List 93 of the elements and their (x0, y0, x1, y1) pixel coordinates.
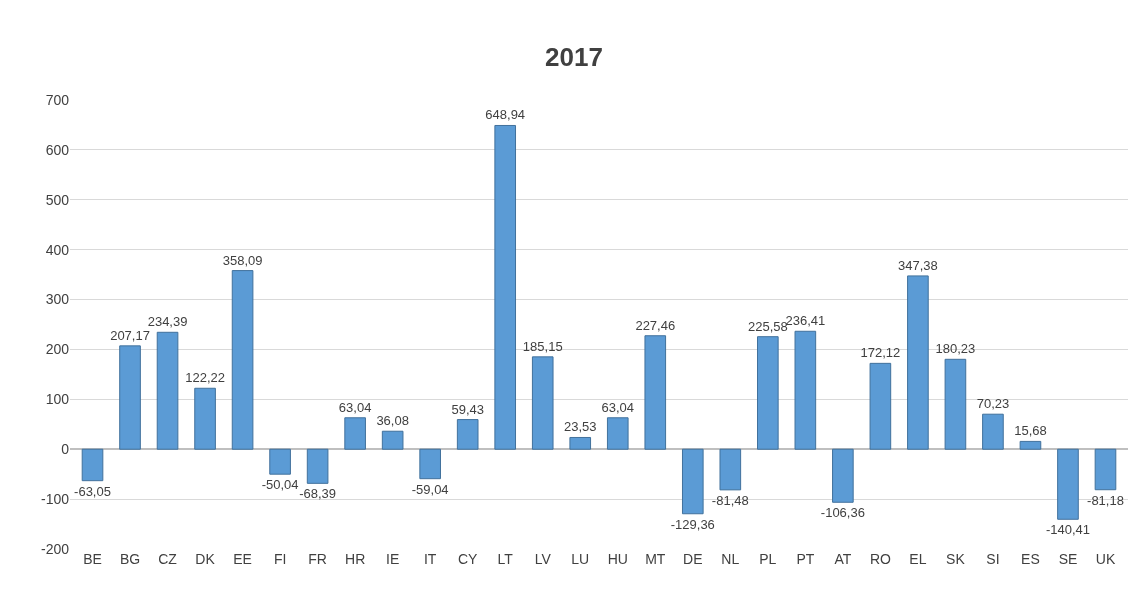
x-tick-label: IE (386, 551, 400, 567)
bar (1019, 440, 1042, 450)
bar (381, 430, 404, 450)
data-label: 185,15 (522, 338, 563, 354)
bar (81, 448, 104, 482)
data-label: -140,41 (1045, 522, 1091, 538)
x-tick-label: FR (308, 551, 327, 567)
bar (907, 275, 929, 450)
data-label: -59,04 (411, 481, 449, 497)
x-tick-label: HU (607, 551, 628, 567)
bar (944, 358, 967, 450)
y-tick-label: 700 (45, 91, 70, 108)
bar (494, 124, 517, 450)
x-tick-label: EL (909, 551, 927, 567)
data-label: 59,43 (451, 401, 484, 417)
bar (982, 413, 1004, 450)
data-label: 234,39 (147, 314, 188, 330)
data-label: 347,38 (898, 257, 938, 273)
bar (1094, 448, 1117, 491)
x-tick-label: DK (195, 551, 216, 567)
bar (344, 417, 366, 450)
bar (269, 448, 291, 475)
bar (869, 362, 892, 450)
data-label: 358,09 (222, 252, 263, 268)
x-tick-label: PL (759, 551, 777, 567)
data-label: 207,17 (110, 327, 150, 343)
y-tick-label: 300 (45, 291, 70, 308)
x-tick-label: DE (683, 551, 703, 567)
x-tick-label: LU (571, 551, 590, 567)
data-label: 172,12 (860, 345, 901, 361)
data-label: -50,04 (261, 477, 299, 493)
bar (719, 448, 742, 491)
x-tick-label: BE (83, 551, 102, 567)
x-tick-label: FI (273, 551, 287, 567)
data-label: 15,68 (1014, 423, 1047, 439)
x-tick-label: HR (345, 551, 366, 567)
data-label: 227,46 (635, 317, 676, 333)
bar (794, 330, 817, 450)
x-tick-label: AT (834, 551, 852, 567)
data-label: 63,04 (338, 399, 372, 415)
x-tick-label: NL (721, 551, 740, 567)
x-tick-label: BG (119, 551, 141, 567)
bar (832, 448, 854, 503)
y-tick-label: 100 (45, 391, 70, 408)
x-tick-label: RO (869, 551, 891, 567)
bar (681, 448, 704, 515)
bar (569, 436, 592, 450)
y-tick-label: 600 (45, 141, 70, 158)
data-label: -129,36 (670, 516, 715, 532)
x-tick-label: MT (645, 551, 666, 567)
bar (456, 419, 479, 450)
x-tick-label: PT (796, 551, 815, 567)
x-tick-label: SI (986, 551, 1000, 567)
bar (306, 448, 329, 484)
x-tick-label: ES (1021, 551, 1040, 567)
data-label: 180,23 (935, 341, 976, 357)
data-label: -106,36 (820, 505, 865, 521)
x-tick-label: CZ (158, 551, 178, 567)
x-tick-label: LV (534, 551, 552, 567)
x-tick-label: EE (233, 551, 252, 567)
bar (419, 448, 441, 480)
bar (194, 387, 216, 450)
bar (606, 417, 629, 450)
x-tick-label: SE (1058, 551, 1078, 567)
x-tick-label: LT (497, 551, 514, 567)
y-tick-label: 400 (45, 241, 70, 258)
y-tick-label: -200 (40, 540, 70, 557)
data-label: -81,48 (711, 492, 749, 508)
data-label: 36,08 (376, 413, 409, 429)
data-label: 122,22 (185, 370, 225, 386)
x-tick-label: IT (423, 551, 437, 567)
y-tick-label: 500 (45, 191, 70, 208)
x-tick-label: SK (946, 551, 966, 567)
data-label: 648,94 (485, 107, 526, 123)
bar (644, 335, 667, 450)
data-label: -68,39 (299, 486, 337, 502)
data-label: -81,18 (1087, 492, 1124, 508)
bar (231, 270, 254, 450)
x-tick-label: UK (1095, 551, 1116, 567)
y-tick-label: -100 (40, 491, 70, 508)
data-label: -63,05 (74, 483, 111, 499)
bar (156, 331, 179, 450)
bar (1057, 448, 1079, 520)
y-tick-label: 0 (61, 441, 70, 458)
bar (119, 345, 141, 450)
bar (531, 356, 554, 450)
x-tick-label: CY (457, 551, 479, 567)
data-label: 70,23 (976, 396, 1010, 412)
bar (757, 336, 779, 450)
data-label: 23,53 (563, 419, 597, 435)
chart-title: 2017 (545, 42, 603, 73)
data-label: 63,04 (601, 399, 635, 415)
y-tick-label: 200 (45, 341, 70, 358)
